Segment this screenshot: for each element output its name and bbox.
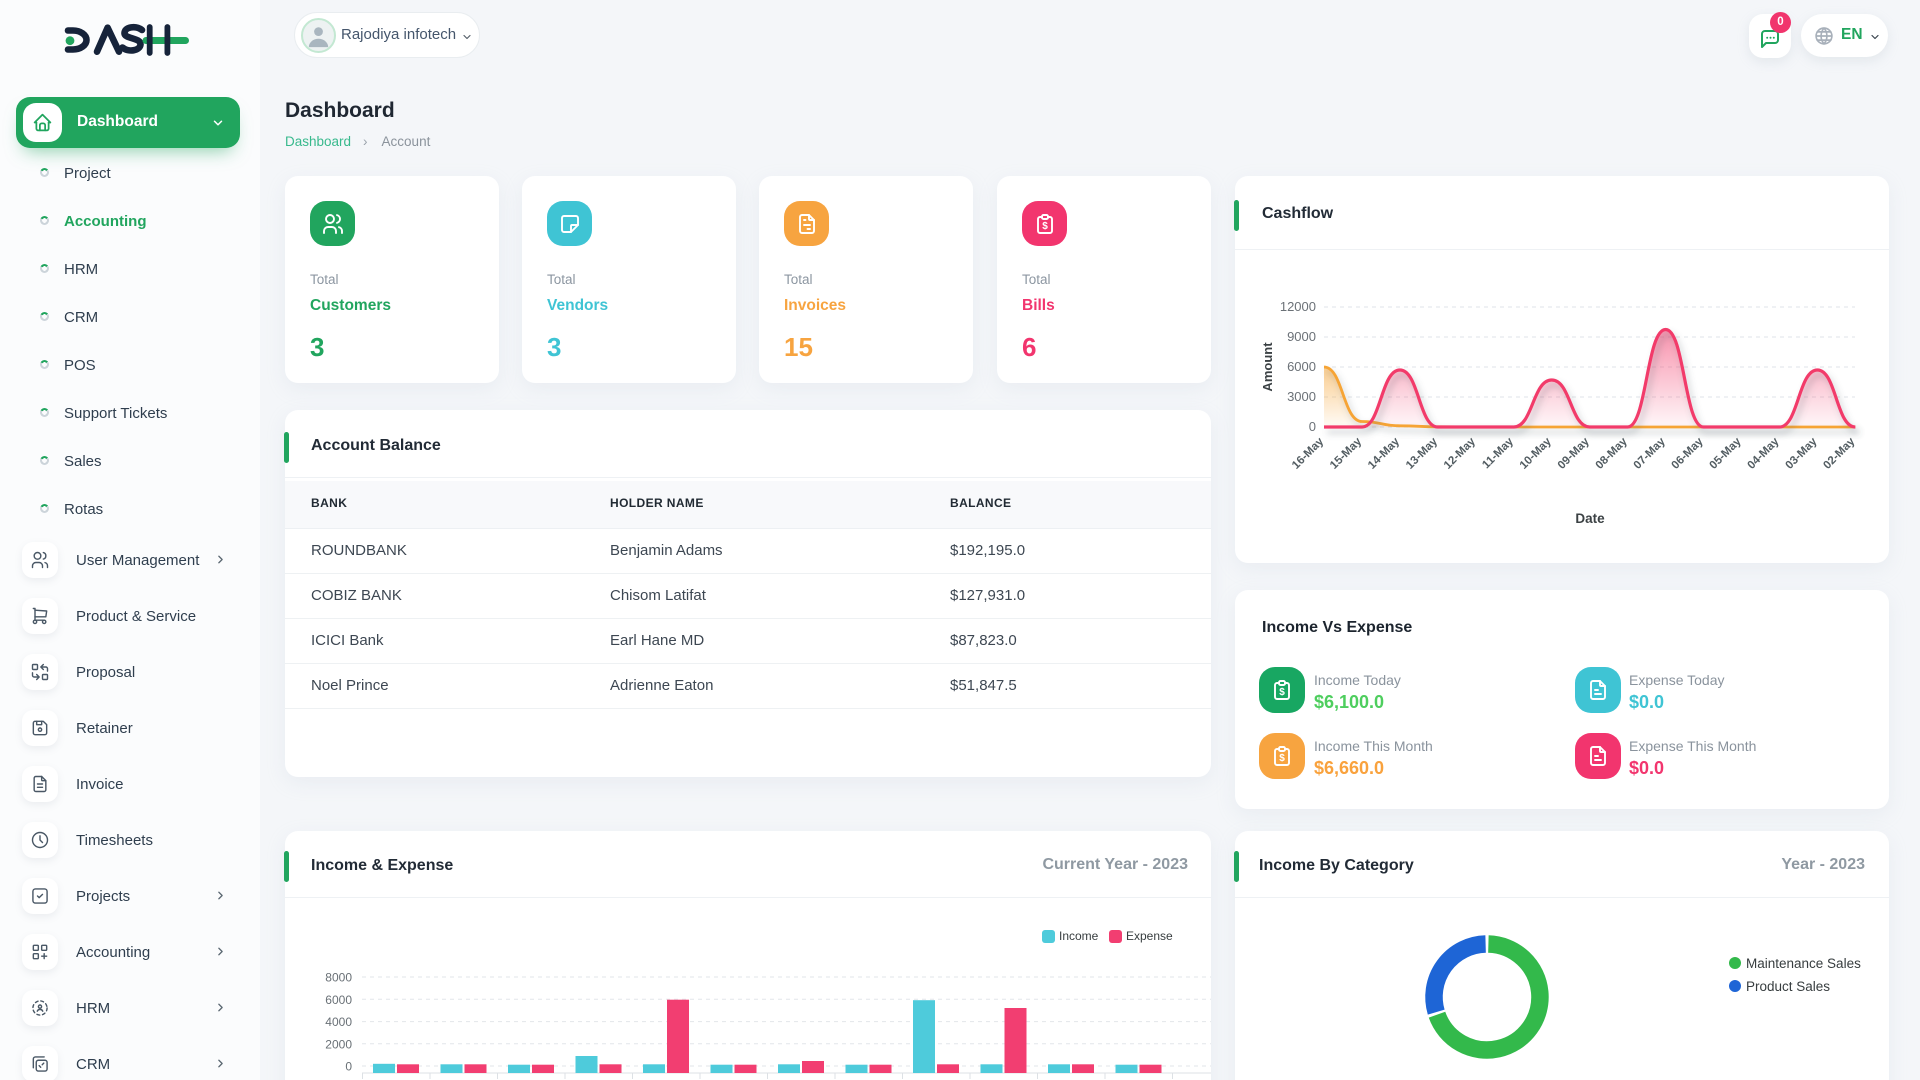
svg-text:08-May: 08-May [1594,435,1630,471]
svg-text:12-May: 12-May [1442,435,1478,471]
svg-text:13-May: 13-May [1404,435,1440,471]
svg-text:Expense: Expense [1126,929,1173,943]
svg-text:9000: 9000 [1287,329,1316,344]
svg-text:16-May: 16-May [1290,435,1326,471]
svg-text:Income: Income [1059,929,1099,943]
svg-text:4000: 4000 [325,1015,352,1029]
svg-text:04-May: 04-May [1745,435,1781,471]
svg-text:09-May: 09-May [1556,435,1592,471]
svg-text:0: 0 [345,1060,352,1074]
svg-text:Amount: Amount [1260,342,1275,392]
svg-text:Date: Date [1575,511,1605,526]
svg-text:3000: 3000 [1287,389,1316,404]
svg-text:6000: 6000 [325,993,352,1007]
svg-text:2000: 2000 [325,1037,352,1051]
svg-text:03-May: 03-May [1783,435,1819,471]
svg-text:11-May: 11-May [1480,435,1516,471]
svg-text:12000: 12000 [1280,299,1316,314]
svg-text:05-May: 05-May [1708,435,1744,471]
svg-text:07-May: 07-May [1632,435,1668,471]
svg-text:02-May: 02-May [1821,435,1857,471]
svg-text:15-May: 15-May [1328,435,1364,471]
svg-text:$: $ [1279,753,1285,764]
svg-text:$: $ [1279,687,1285,698]
svg-text:8000: 8000 [325,971,352,985]
svg-text:0: 0 [1309,419,1316,434]
svg-text:Product Sales: Product Sales [1746,979,1830,994]
svg-text:10-May: 10-May [1518,435,1554,471]
svg-text:$: $ [1042,221,1048,232]
svg-text:Maintenance Sales: Maintenance Sales [1746,956,1861,971]
svg-text:6000: 6000 [1287,359,1316,374]
svg-text:06-May: 06-May [1670,435,1706,471]
svg-text:14-May: 14-May [1366,435,1402,471]
